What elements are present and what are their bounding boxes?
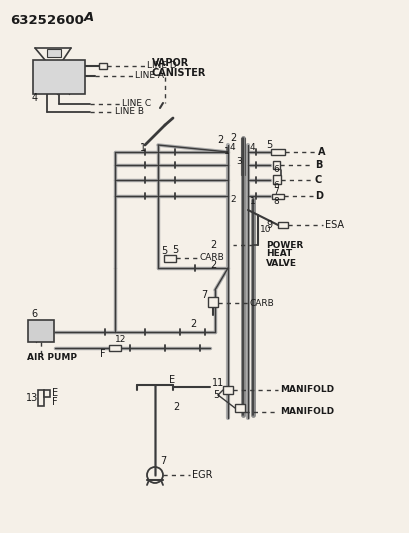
Text: D: D bbox=[314, 191, 322, 201]
Text: 5: 5 bbox=[213, 390, 219, 400]
Bar bbox=[222, 386, 232, 394]
Text: 4: 4 bbox=[229, 142, 235, 151]
Text: 10: 10 bbox=[259, 225, 271, 235]
Text: 6: 6 bbox=[272, 181, 278, 190]
Text: 1: 1 bbox=[249, 197, 255, 206]
Text: A: A bbox=[84, 11, 94, 24]
Bar bbox=[277, 222, 287, 228]
Text: 12: 12 bbox=[115, 335, 126, 344]
Bar bbox=[47, 49, 61, 57]
Bar bbox=[207, 297, 218, 307]
Text: VAPOR: VAPOR bbox=[152, 58, 189, 68]
Bar bbox=[28, 320, 54, 342]
Text: LINE A: LINE A bbox=[135, 71, 164, 80]
Text: ESA: ESA bbox=[324, 220, 343, 230]
Text: 5: 5 bbox=[161, 246, 167, 256]
Bar bbox=[270, 149, 284, 155]
Text: E: E bbox=[169, 375, 175, 385]
Text: AIR PUMP: AIR PUMP bbox=[27, 353, 77, 362]
Text: 5: 5 bbox=[172, 245, 178, 255]
Text: A: A bbox=[317, 147, 325, 157]
Text: MANIFOLD: MANIFOLD bbox=[279, 385, 333, 394]
Text: 2: 2 bbox=[189, 319, 196, 329]
Text: 9: 9 bbox=[265, 220, 272, 230]
Bar bbox=[164, 254, 175, 262]
Text: 2: 2 bbox=[209, 260, 216, 270]
Text: CANISTER: CANISTER bbox=[152, 68, 206, 78]
Text: 11: 11 bbox=[211, 378, 224, 388]
Text: LINE C: LINE C bbox=[122, 100, 151, 109]
Text: POWER: POWER bbox=[265, 240, 303, 249]
Text: 6: 6 bbox=[31, 309, 37, 319]
Text: EGR: EGR bbox=[191, 470, 212, 480]
Bar bbox=[272, 161, 279, 169]
Bar bbox=[38, 390, 44, 406]
Text: B: B bbox=[314, 160, 321, 170]
Text: 2: 2 bbox=[229, 133, 236, 143]
Text: 6325: 6325 bbox=[10, 14, 47, 27]
Text: E: E bbox=[52, 388, 58, 398]
Text: LINE B: LINE B bbox=[115, 108, 144, 117]
Text: 3: 3 bbox=[236, 157, 241, 166]
Text: 2: 2 bbox=[229, 195, 235, 204]
Text: 7: 7 bbox=[160, 456, 166, 466]
Text: 2: 2 bbox=[209, 240, 216, 250]
Text: 5: 5 bbox=[265, 140, 272, 150]
Text: 13: 13 bbox=[26, 393, 38, 403]
Text: 1: 1 bbox=[223, 148, 229, 157]
Text: 2: 2 bbox=[173, 402, 179, 412]
Text: C: C bbox=[314, 175, 321, 185]
Bar bbox=[272, 175, 280, 184]
Bar bbox=[99, 63, 107, 69]
Text: CARB: CARB bbox=[200, 254, 224, 262]
Text: CARB: CARB bbox=[249, 298, 274, 308]
Text: 8: 8 bbox=[272, 197, 278, 206]
Bar bbox=[271, 193, 283, 198]
Bar bbox=[44, 390, 50, 397]
Text: 1: 1 bbox=[139, 143, 146, 153]
Text: 2600: 2600 bbox=[47, 14, 84, 27]
Text: VALVE: VALVE bbox=[265, 259, 296, 268]
Text: F: F bbox=[100, 349, 106, 359]
Text: 7: 7 bbox=[272, 187, 278, 196]
Text: 7: 7 bbox=[200, 290, 207, 300]
Bar bbox=[109, 345, 121, 351]
Text: HEAT: HEAT bbox=[265, 249, 292, 259]
Text: F: F bbox=[52, 397, 58, 407]
Text: 4: 4 bbox=[32, 93, 38, 103]
Bar bbox=[33, 60, 85, 94]
Text: 6: 6 bbox=[272, 166, 278, 174]
Text: MANIFOLD: MANIFOLD bbox=[279, 408, 333, 416]
Bar bbox=[234, 404, 245, 412]
Text: 4: 4 bbox=[249, 142, 255, 151]
Text: 2: 2 bbox=[217, 135, 223, 145]
Text: LINE D: LINE D bbox=[147, 61, 176, 70]
